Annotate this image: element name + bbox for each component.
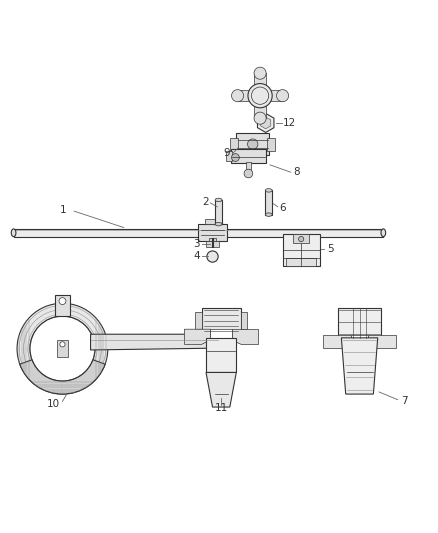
Polygon shape bbox=[368, 335, 396, 348]
Ellipse shape bbox=[265, 213, 272, 216]
Text: 6: 6 bbox=[280, 203, 286, 213]
Polygon shape bbox=[258, 114, 274, 132]
Bar bbox=[236, 133, 269, 155]
Circle shape bbox=[232, 90, 244, 102]
Circle shape bbox=[232, 154, 239, 161]
Polygon shape bbox=[232, 329, 258, 344]
Wedge shape bbox=[20, 360, 105, 394]
Ellipse shape bbox=[381, 229, 386, 237]
Circle shape bbox=[254, 112, 266, 124]
Bar bbox=[231, 149, 266, 163]
Bar bbox=[195, 312, 202, 329]
Circle shape bbox=[254, 67, 266, 79]
Bar bbox=[14, 229, 383, 237]
Bar bbox=[202, 308, 240, 334]
Bar bbox=[206, 241, 219, 247]
Circle shape bbox=[251, 87, 269, 104]
Bar bbox=[209, 238, 215, 241]
Bar bbox=[260, 90, 283, 101]
Circle shape bbox=[276, 90, 289, 102]
Polygon shape bbox=[261, 117, 271, 129]
Ellipse shape bbox=[215, 198, 222, 201]
Text: 11: 11 bbox=[215, 403, 228, 414]
Bar bbox=[198, 224, 226, 241]
Bar bbox=[283, 234, 320, 266]
Bar bbox=[219, 336, 227, 352]
Bar bbox=[338, 308, 381, 338]
Text: 9: 9 bbox=[223, 148, 230, 158]
Bar bbox=[215, 200, 222, 224]
Polygon shape bbox=[184, 329, 210, 344]
Circle shape bbox=[247, 139, 258, 149]
Circle shape bbox=[60, 342, 65, 347]
Bar bbox=[246, 162, 251, 172]
Ellipse shape bbox=[11, 229, 16, 237]
Text: 3: 3 bbox=[193, 239, 200, 249]
Bar bbox=[57, 340, 67, 357]
Circle shape bbox=[244, 169, 253, 178]
Bar bbox=[205, 219, 220, 224]
Bar bbox=[230, 138, 238, 151]
Circle shape bbox=[299, 237, 304, 241]
Bar bbox=[351, 335, 368, 348]
Polygon shape bbox=[55, 295, 70, 316]
Text: 5: 5 bbox=[327, 244, 334, 254]
Bar bbox=[293, 234, 309, 244]
Ellipse shape bbox=[215, 222, 222, 226]
Polygon shape bbox=[323, 335, 351, 348]
Polygon shape bbox=[341, 338, 378, 394]
Bar bbox=[286, 257, 316, 266]
Circle shape bbox=[30, 316, 95, 381]
Text: 4: 4 bbox=[193, 251, 200, 261]
Text: 1: 1 bbox=[60, 205, 67, 215]
Circle shape bbox=[59, 297, 66, 304]
Polygon shape bbox=[91, 334, 223, 350]
Polygon shape bbox=[206, 373, 236, 407]
Wedge shape bbox=[17, 303, 108, 394]
Bar bbox=[237, 90, 260, 101]
Text: 12: 12 bbox=[283, 118, 296, 128]
Circle shape bbox=[248, 84, 272, 108]
Text: 2: 2 bbox=[202, 198, 208, 207]
Bar bbox=[265, 190, 272, 215]
Text: 7: 7 bbox=[401, 395, 407, 406]
Bar bbox=[206, 338, 236, 373]
Circle shape bbox=[207, 251, 218, 262]
Polygon shape bbox=[212, 348, 221, 354]
Bar bbox=[254, 96, 266, 118]
Ellipse shape bbox=[265, 189, 272, 192]
Bar bbox=[254, 73, 266, 96]
Bar bbox=[268, 138, 275, 151]
Text: 8: 8 bbox=[293, 167, 300, 177]
Bar bbox=[226, 151, 233, 160]
Text: 10: 10 bbox=[47, 399, 60, 409]
Bar bbox=[240, 312, 247, 329]
Bar bbox=[210, 329, 232, 344]
